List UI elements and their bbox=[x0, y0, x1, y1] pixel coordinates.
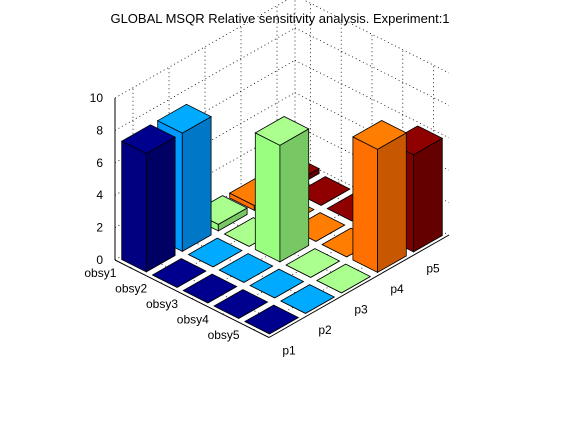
bar-face-top bbox=[352, 120, 408, 150]
bar-face-top bbox=[280, 284, 336, 314]
bar-face-top bbox=[187, 237, 243, 268]
z-tick-label: 2 bbox=[96, 221, 103, 235]
bar-obsy3-p3 bbox=[254, 116, 310, 263]
bar-obsy3-p2 bbox=[218, 253, 274, 283]
parameter-tick-label: p2 bbox=[318, 323, 332, 337]
bar-face-top bbox=[218, 253, 274, 283]
bar-face-top bbox=[156, 103, 212, 134]
chart-title: GLOBAL MSQR Relative sensitivity analysi… bbox=[110, 11, 449, 26]
bar-obsy5-p4 bbox=[352, 120, 408, 274]
bar-obsy5-p1 bbox=[244, 304, 300, 335]
bar-obsy3-p1 bbox=[182, 273, 238, 304]
parameter-tick-label: p3 bbox=[354, 302, 368, 316]
grid-line-5 bbox=[114, 92, 296, 196]
parameter-tick-label: p4 bbox=[390, 282, 404, 296]
grid-line-6 bbox=[294, 59, 450, 139]
grid-line-7 bbox=[114, 59, 296, 164]
bar-obsy5-p2 bbox=[280, 284, 336, 314]
bar-face-right bbox=[377, 132, 407, 274]
bar-face-top bbox=[182, 273, 238, 304]
parameter-axis-line bbox=[268, 234, 450, 338]
bar-face-top bbox=[244, 304, 300, 335]
bar-face-left bbox=[352, 136, 378, 274]
bar-face-top bbox=[316, 263, 372, 294]
bar-face-top bbox=[285, 248, 341, 278]
grid-line-9 bbox=[114, 27, 296, 131]
bar-obsy5-p3 bbox=[316, 263, 372, 294]
bar-obsy1-p1 bbox=[120, 124, 176, 273]
observable-tick-label: obsy5 bbox=[208, 328, 240, 342]
grid-line-8 bbox=[294, 27, 450, 106]
observable-axis-line bbox=[114, 259, 270, 338]
bar-obsy4-p3 bbox=[285, 248, 341, 278]
z-tick-label: 0 bbox=[96, 253, 103, 267]
bar-obsy4-p2 bbox=[249, 268, 305, 299]
parameter-tick-label: p1 bbox=[282, 343, 296, 357]
observable-tick-label: obsy3 bbox=[146, 297, 178, 311]
bar-face-top bbox=[254, 116, 310, 146]
parameter-tick-label: p5 bbox=[426, 261, 440, 275]
z-tick-label: 10 bbox=[90, 91, 104, 105]
observable-tick-label: obsy1 bbox=[84, 266, 116, 280]
grid-line-4 bbox=[294, 92, 450, 171]
bar-obsy4-p1 bbox=[213, 289, 269, 319]
bar-face-top bbox=[249, 268, 305, 299]
bar-face-top bbox=[151, 258, 207, 288]
z-tick-label: 6 bbox=[96, 156, 103, 170]
bar-face-right bbox=[145, 136, 176, 273]
observable-tick-label: obsy2 bbox=[115, 281, 147, 295]
bar-face-right bbox=[279, 128, 310, 263]
grid-line-0 bbox=[294, 157, 450, 236]
z-tick-label: 4 bbox=[96, 188, 103, 202]
grid-line-2 bbox=[294, 124, 450, 203]
bar-obsy2-p2 bbox=[187, 237, 243, 268]
bar-obsy2-p1 bbox=[151, 258, 207, 288]
bar-face-top bbox=[120, 124, 176, 155]
z-tick-label: 8 bbox=[96, 123, 103, 137]
grid-line-10 bbox=[303, 0, 450, 74]
bar-face-left bbox=[254, 132, 281, 263]
bar-face-top bbox=[295, 176, 351, 206]
bar-face-right bbox=[181, 116, 212, 253]
observable-tick-label: obsy4 bbox=[177, 312, 209, 326]
bar-face-right bbox=[413, 137, 443, 253]
bar-face-top bbox=[213, 289, 269, 319]
bar-face-left bbox=[121, 140, 147, 273]
grid-line-11 bbox=[114, 0, 288, 99]
bar-layer bbox=[120, 103, 444, 335]
axis-layer bbox=[114, 98, 450, 338]
